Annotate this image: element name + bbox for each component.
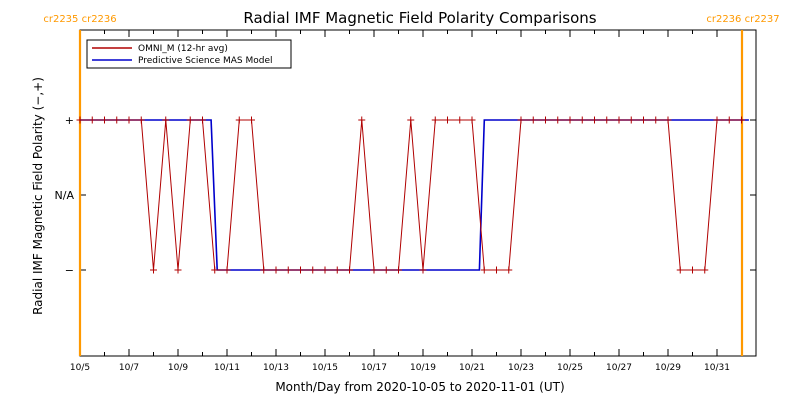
omni-point — [529, 116, 537, 124]
omni-point — [137, 116, 145, 124]
carrington-markers — [78, 30, 744, 356]
omni-point — [615, 116, 623, 124]
omni-point — [578, 116, 586, 124]
x-tick-label: 10/29 — [655, 363, 681, 373]
omni-point — [150, 266, 157, 274]
omni-point — [113, 116, 121, 124]
omni-point — [493, 266, 500, 274]
omni-point — [419, 266, 427, 274]
omni-series — [76, 116, 745, 274]
x-tick-label: 10/13 — [263, 363, 289, 373]
omni-point — [566, 116, 574, 124]
omni-point — [738, 116, 745, 124]
omni-point — [358, 116, 366, 124]
x-tick-label: 10/9 — [168, 363, 188, 373]
omni-point — [272, 266, 280, 274]
carrington-label-right: cr2236 cr2237 — [706, 14, 779, 25]
omni-point — [235, 116, 243, 124]
omni-point — [382, 266, 390, 274]
x-tick-label: 10/11 — [214, 363, 240, 373]
omni-point — [125, 116, 133, 124]
omni-point — [652, 116, 660, 124]
omni-point — [603, 116, 611, 124]
omni-point — [640, 116, 647, 124]
omni-point — [676, 266, 684, 274]
legend: OMNI_M (12-hr avg) Predictive Science MA… — [86, 39, 292, 69]
plot-frame — [79, 29, 757, 357]
omni-point — [627, 116, 635, 124]
x-tick-label: 10/21 — [459, 363, 485, 373]
omni-point — [468, 116, 476, 124]
omni-point — [284, 266, 292, 274]
omni-point — [591, 116, 598, 124]
omni-line — [80, 119, 742, 271]
carrington-label-left: cr2235 cr2236 — [43, 14, 116, 25]
y-tick-label: N/A — [55, 189, 75, 202]
x-tick-label: 10/25 — [557, 363, 583, 373]
omni-point — [431, 116, 439, 124]
omni-point — [701, 266, 709, 274]
omni-point — [260, 266, 268, 274]
omni-point — [664, 116, 672, 124]
x-tick-label: 10/19 — [410, 363, 436, 373]
x-axis-label: Month/Day from 2020-10-05 to 2020-11-01 … — [275, 380, 564, 394]
omni-point — [407, 116, 415, 124]
legend-label-mas: Predictive Science MAS Model — [138, 56, 273, 66]
legend-label-omni: OMNI_M (12-hr avg) — [138, 44, 228, 54]
y-tick-label: + — [65, 114, 74, 127]
omni-point — [554, 116, 562, 124]
x-tick-label: 10/27 — [606, 363, 632, 373]
omni-point — [162, 116, 170, 124]
x-tick-label: 10/23 — [508, 363, 534, 373]
x-tick-label: 10/17 — [361, 363, 387, 373]
y-tick-label: − — [65, 264, 74, 277]
omni-point — [713, 116, 721, 124]
omni-point — [248, 116, 255, 124]
omni-point — [725, 116, 733, 124]
omni-point — [321, 266, 329, 274]
omni-point — [505, 266, 513, 274]
x-axis: 10/5 10/7 10/9 10/11 10/13 10/15 10/17 10/19 10/… — [70, 30, 742, 373]
omni-point — [101, 116, 108, 124]
omni-point — [309, 266, 317, 274]
omni-point — [689, 266, 696, 274]
omni-point — [517, 116, 525, 124]
omni-point — [88, 116, 96, 124]
omni-point — [444, 116, 451, 124]
omni-point — [370, 266, 378, 274]
omni-point — [223, 266, 231, 274]
legend-box — [86, 39, 292, 69]
omni-point — [480, 266, 488, 274]
x-tick-label: 10/5 — [70, 363, 90, 373]
omni-point — [76, 116, 84, 124]
x-tick-label: 10/31 — [704, 363, 730, 373]
omni-point — [186, 116, 194, 124]
x-tick-label: 10/15 — [312, 363, 338, 373]
omni-point — [211, 266, 219, 274]
omni-point — [395, 266, 402, 274]
y-axis-label: Radial IMF Magnetic Field Polarity (−,+) — [31, 77, 45, 315]
omni-point — [199, 116, 206, 124]
omni-point — [346, 266, 353, 274]
omni-point — [456, 116, 464, 124]
omni-point — [542, 116, 549, 124]
chart-title: Radial IMF Magnetic Field Polarity Compa… — [243, 9, 596, 27]
omni-point — [174, 266, 182, 274]
omni-point — [333, 266, 341, 274]
omni-point — [297, 266, 304, 274]
x-tick-label: 10/7 — [119, 363, 139, 373]
